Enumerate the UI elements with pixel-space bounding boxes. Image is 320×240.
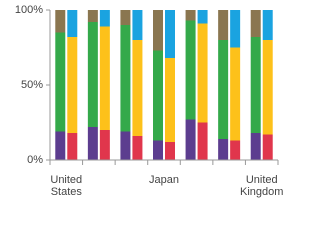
- bar-segment: [197, 122, 208, 160]
- bar-segment: [153, 10, 163, 51]
- bar-segment: [185, 20, 196, 120]
- y-tick-label: 0%: [27, 154, 43, 166]
- bar-segment: [99, 10, 110, 27]
- bar-segment: [165, 142, 175, 160]
- bar-segment: [262, 40, 273, 135]
- bar-segment: [262, 134, 273, 160]
- bar-segment: [99, 130, 110, 160]
- bar-segment: [132, 136, 143, 160]
- bar-segment: [153, 140, 163, 160]
- bar-segment: [87, 10, 98, 22]
- y-tick-label: 50%: [21, 79, 43, 91]
- bar-segment: [132, 40, 143, 136]
- bar-segment: [87, 22, 98, 127]
- bar-segment: [120, 10, 131, 25]
- y-tick-label: 100%: [15, 4, 43, 16]
- x-tick-label: United States: [50, 174, 82, 198]
- bar-segment: [250, 37, 261, 133]
- bar-segment: [262, 10, 273, 40]
- bar-segment: [132, 10, 143, 40]
- bar-segment: [218, 10, 229, 40]
- bar-segment: [197, 23, 208, 123]
- bar-segment: [55, 10, 66, 33]
- bar-segment: [153, 50, 163, 141]
- bar-segment: [67, 133, 78, 160]
- bar-segment: [218, 40, 229, 139]
- bar-segment: [165, 58, 175, 142]
- x-tick-label: United Kingdom: [240, 174, 283, 198]
- bar-segment: [218, 139, 229, 160]
- bar-segment: [55, 131, 66, 160]
- bar-segment: [120, 25, 131, 132]
- bar-segment: [67, 10, 78, 37]
- bar-segment: [250, 10, 261, 37]
- bar-segment: [165, 10, 175, 58]
- bar-segment: [197, 10, 208, 24]
- bar-segment: [250, 133, 261, 160]
- bar-segment: [185, 10, 196, 21]
- bar-segment: [55, 32, 66, 132]
- bar-segment: [99, 26, 110, 130]
- bar-segment: [230, 47, 241, 141]
- bar-segment: [230, 10, 241, 48]
- bar-segment: [185, 119, 196, 160]
- bar-segment: [230, 140, 241, 160]
- bar-segment: [87, 127, 98, 160]
- x-tick-label: Japan: [149, 174, 179, 186]
- bar-segment: [67, 37, 78, 133]
- chart: 0% 50% 100% United States Japan United Kingdom: [15, 4, 284, 198]
- bar-segment: [120, 131, 131, 160]
